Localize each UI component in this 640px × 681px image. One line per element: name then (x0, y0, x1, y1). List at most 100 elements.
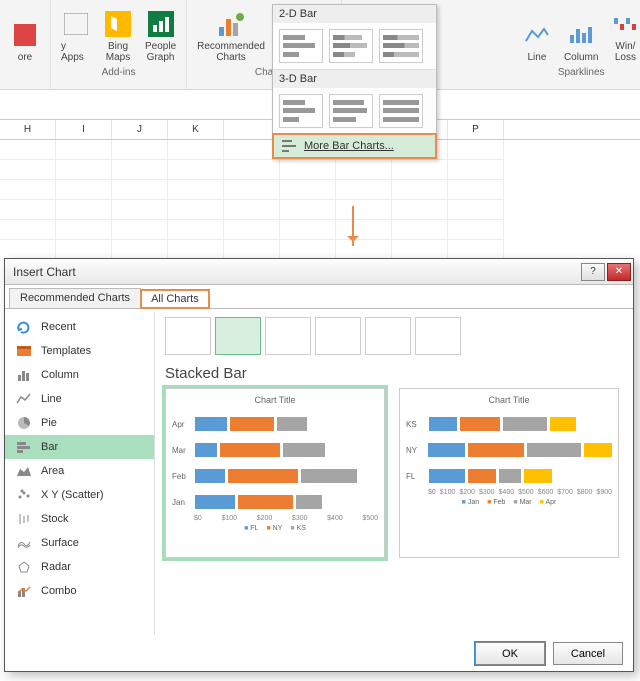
nav-label: Line (41, 393, 62, 405)
subtype-clustered-bar[interactable] (165, 317, 211, 355)
section-3d-bar: 3-D Bar (273, 69, 436, 88)
dialog-tabs: Recommended Charts All Charts (5, 285, 633, 309)
nav-label: Radar (41, 561, 71, 573)
myapps-button[interactable]: y Apps (55, 0, 97, 65)
nav-pie[interactable]: Pie (5, 411, 154, 435)
nav-icon (15, 584, 33, 598)
myapps-label: y Apps (61, 41, 91, 63)
recommended-charts-button[interactable]: Recommended Charts (191, 0, 271, 65)
nav-icon (15, 416, 33, 430)
chart-preview-2[interactable]: Chart Title KSNYFL $0$100$200$300$400$50… (399, 388, 619, 558)
preview1-legend: FLNYKS (172, 525, 378, 532)
subtype-100stacked-bar[interactable] (265, 317, 311, 355)
people-label: People Graph (145, 41, 176, 63)
nav-icon (15, 320, 33, 334)
chart-category-list: Recent Templates Column Line Pie Bar Area X Y (… (5, 311, 155, 635)
nav-icon (15, 368, 33, 382)
nav-icon (15, 512, 33, 526)
nav-icon (15, 344, 33, 358)
callout-arrow (352, 206, 354, 246)
sparkline-column-button[interactable]: Column (558, 0, 604, 65)
column-header[interactable]: I (56, 120, 112, 139)
preview2-bars: KSNYFL (406, 411, 612, 489)
chart-preview-1[interactable]: Chart Title AprMarFebJan $0$100$200$300$… (165, 388, 385, 558)
close-button[interactable]: ✕ (607, 263, 631, 281)
clustered-bar-2d[interactable] (279, 29, 323, 63)
sparkline-line-button[interactable]: Line (516, 0, 558, 65)
preview2-title: Chart Title (406, 395, 612, 405)
nav-label: Surface (41, 537, 79, 549)
cancel-button[interactable]: Cancel (553, 642, 623, 665)
nav-icon (15, 488, 33, 502)
winloss-label: Win/ Loss (615, 41, 636, 63)
more-bar-charts-label: More Bar Charts... (304, 140, 394, 152)
tab-all-charts[interactable]: All Charts (140, 289, 210, 309)
nav-surface[interactable]: Surface (5, 531, 154, 555)
stacked100-bar-2d[interactable] (379, 29, 423, 63)
bing-maps-button[interactable]: Bing Maps (97, 0, 139, 65)
stacked100-bar-3d[interactable] (379, 94, 423, 128)
preview1-title: Chart Title (172, 395, 378, 405)
chart-subtype-row (165, 317, 623, 355)
dialog-title: Insert Chart (13, 265, 579, 279)
sparkline-line-label: Line (528, 52, 547, 63)
section-2d-bar: 2-D Bar (273, 5, 436, 23)
more-bar-charts[interactable]: More Bar Charts... (272, 133, 437, 159)
preview1-axis: $0$100$200$300$400$500 (194, 515, 378, 522)
nav-radar[interactable]: Radar (5, 555, 154, 579)
nav-line[interactable]: Line (5, 387, 154, 411)
clustered-bar-3d[interactable] (279, 94, 323, 128)
subtype-3d-100stacked-bar[interactable] (415, 317, 461, 355)
nav-label: Area (41, 465, 64, 477)
bar-chart-gallery: 2-D Bar 3-D Bar More Bar Charts... (272, 4, 437, 159)
stacked-bar-3d[interactable] (329, 94, 373, 128)
nav-icon (15, 464, 33, 478)
preview2-legend: JanFebMarApr (406, 499, 612, 506)
group-sparklines-caption: Sparklines (516, 65, 640, 81)
preview2-axis: $0$100$200$300$400$500$600$700$800$900 (428, 489, 612, 496)
subtype-stacked-bar[interactable] (215, 317, 261, 355)
nav-combo[interactable]: Combo (5, 579, 154, 603)
nav-templates[interactable]: Templates (5, 339, 154, 363)
reccharts-label: Recommended Charts (197, 41, 265, 63)
tab-recommended[interactable]: Recommended Charts (9, 288, 141, 308)
column-header[interactable]: J (112, 120, 168, 139)
ok-button[interactable]: OK (475, 642, 545, 665)
nav-label: Combo (41, 585, 76, 597)
people-graph-button[interactable]: People Graph (139, 0, 182, 65)
nav-label: Pie (41, 417, 57, 429)
bar-chart-icon (282, 140, 298, 152)
help-button[interactable]: ? (581, 263, 605, 281)
nav-x-y-scatter-[interactable]: X Y (Scatter) (5, 483, 154, 507)
nav-label: Recent (41, 321, 76, 333)
subtype-3d-stacked-bar[interactable] (365, 317, 411, 355)
nav-bar[interactable]: Bar (5, 435, 154, 459)
nav-column[interactable]: Column (5, 363, 154, 387)
column-header[interactable]: P (448, 120, 504, 139)
nav-label: Bar (41, 441, 58, 453)
nav-stock[interactable]: Stock (5, 507, 154, 531)
nav-icon (15, 440, 33, 454)
nav-icon (15, 392, 33, 406)
nav-icon (15, 560, 33, 574)
sparkline-col-label: Column (564, 52, 598, 63)
stacked-bar-2d[interactable] (329, 29, 373, 63)
insert-chart-dialog: Insert Chart ? ✕ Recommended Charts All … (4, 258, 634, 672)
sparkline-winloss-button[interactable]: Win/ Loss (604, 0, 640, 65)
group-addins-caption: Add-ins (55, 65, 182, 81)
nav-recent[interactable]: Recent (5, 315, 154, 339)
dialog-titlebar[interactable]: Insert Chart ? ✕ (5, 259, 633, 285)
nav-label: Column (41, 369, 79, 381)
nav-area[interactable]: Area (5, 459, 154, 483)
preview1-bars: AprMarFebJan (172, 411, 378, 515)
subtype-title: Stacked Bar (165, 365, 623, 382)
nav-label: X Y (Scatter) (41, 489, 104, 501)
subtype-3d-clustered-bar[interactable] (315, 317, 361, 355)
nav-icon (15, 536, 33, 550)
bing-label: Bing Maps (106, 41, 130, 63)
nav-label: Stock (41, 513, 69, 525)
column-header[interactable]: H (0, 120, 56, 139)
column-header[interactable]: K (168, 120, 224, 139)
store-button[interactable]: ore (4, 0, 46, 65)
nav-label: Templates (41, 345, 91, 357)
